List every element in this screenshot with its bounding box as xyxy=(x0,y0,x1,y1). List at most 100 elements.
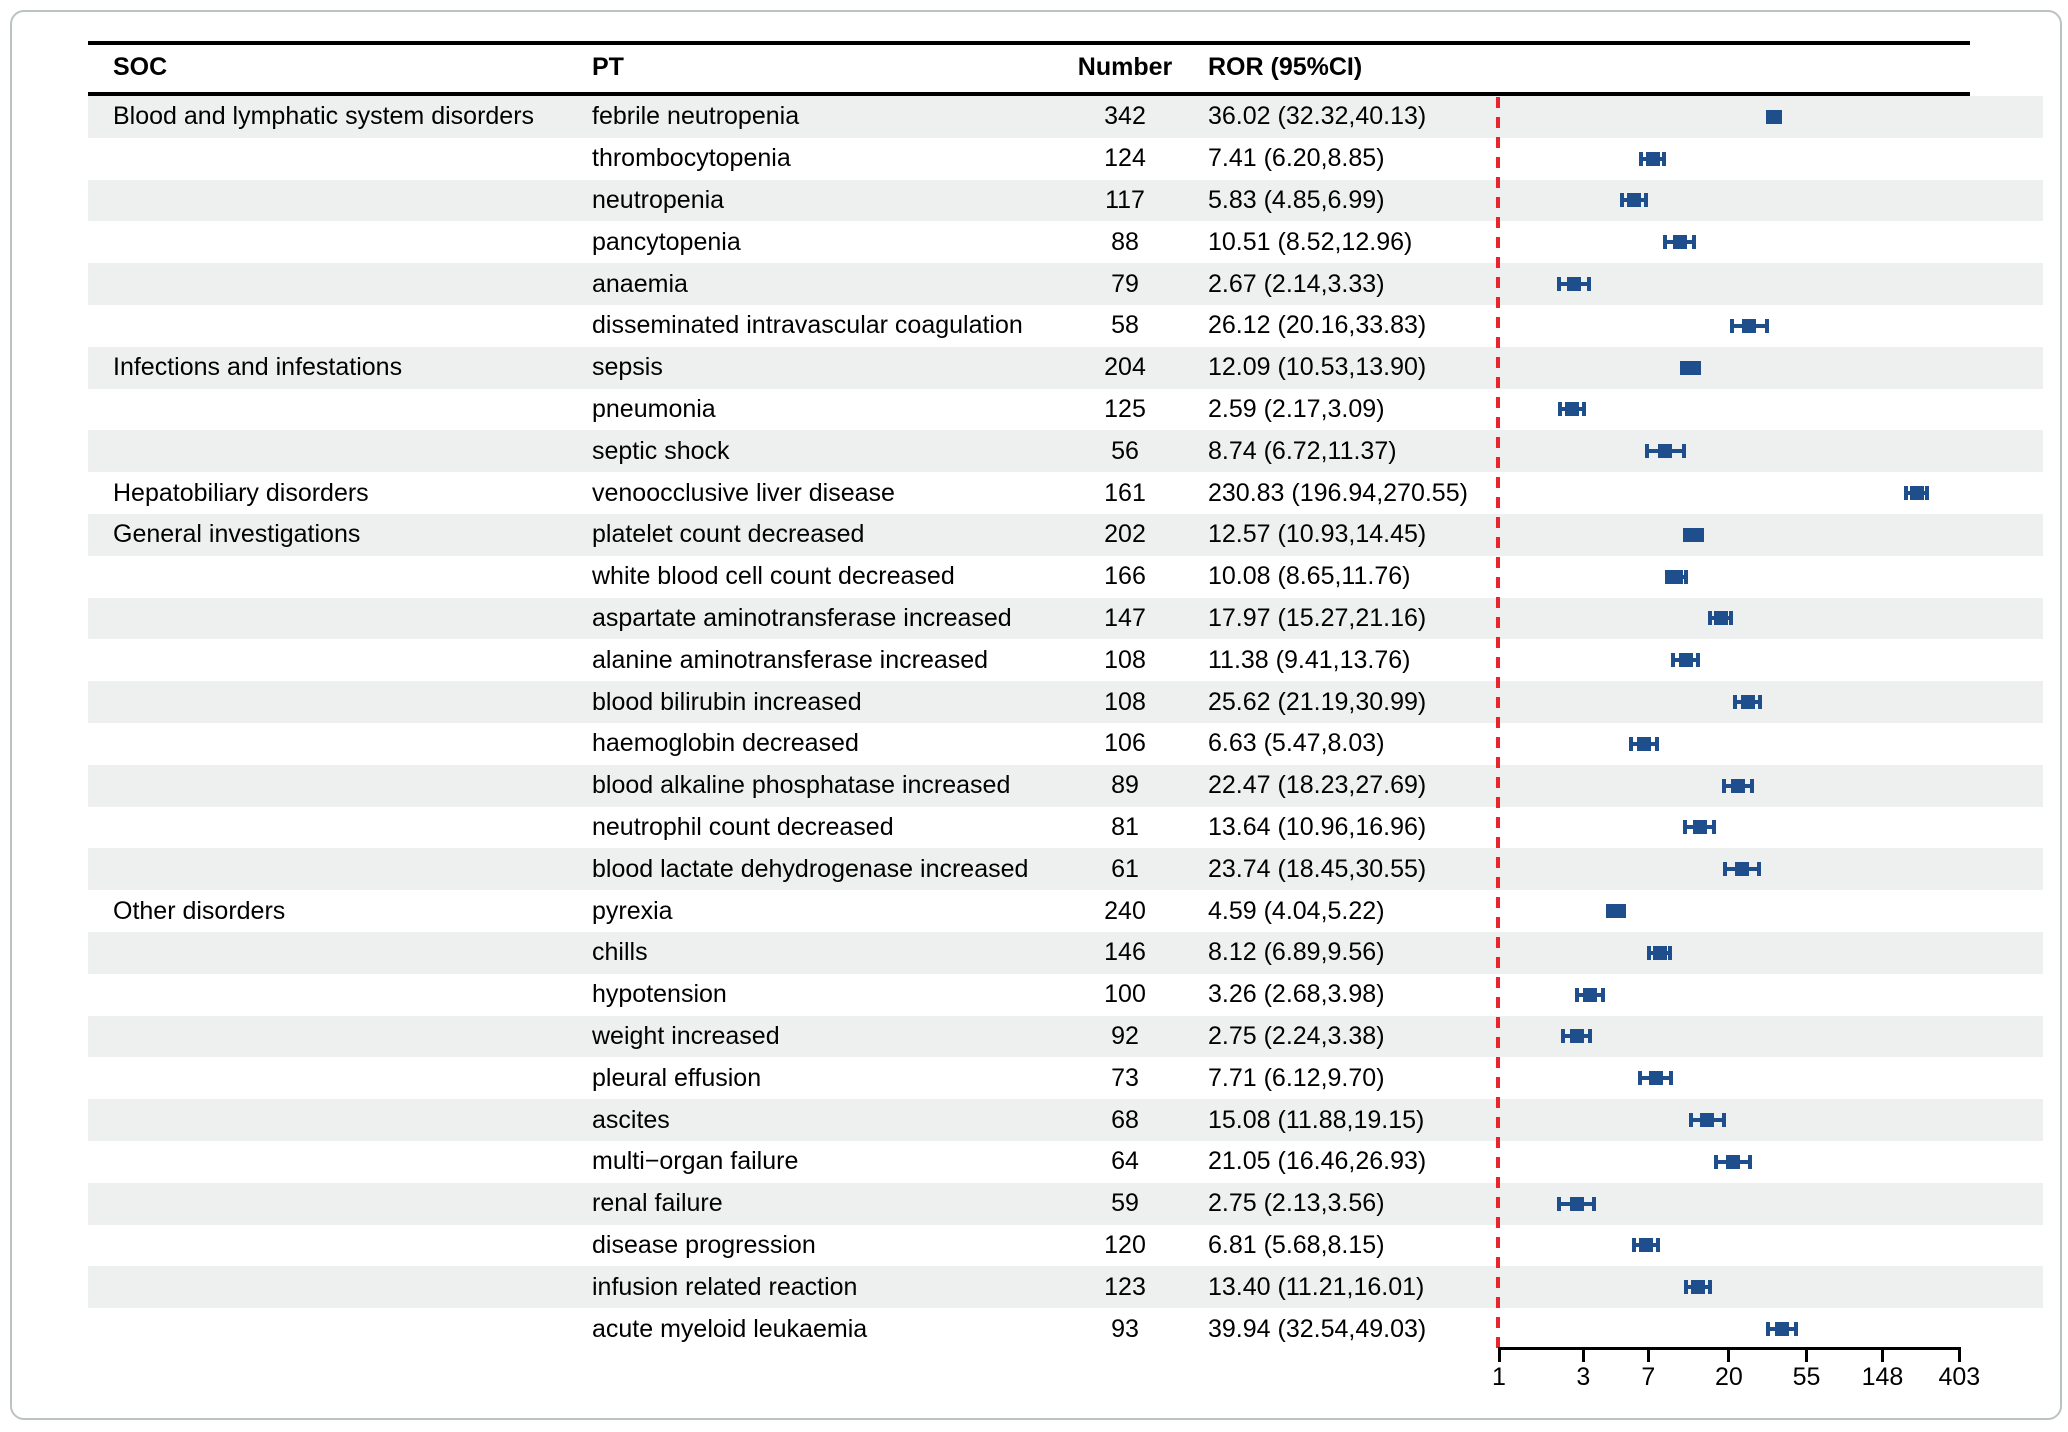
ci-marker xyxy=(1638,1071,1674,1086)
pt-cell: thrombocytopenia xyxy=(592,144,791,173)
ci-marker xyxy=(1684,1280,1712,1295)
ci-marker xyxy=(1904,486,1929,501)
point-estimate xyxy=(1691,1280,1706,1295)
point-estimate xyxy=(1686,527,1701,542)
ci-marker xyxy=(1729,318,1770,333)
pt-cell: blood lactate dehydrogenase increased xyxy=(592,854,1029,883)
ci-marker xyxy=(1679,360,1701,375)
soc-cell: Blood and lymphatic system disorders xyxy=(113,102,535,131)
ci-cap-lower xyxy=(1664,569,1669,584)
ci-cap-lower xyxy=(1557,277,1562,292)
pt-cell: chills xyxy=(592,938,648,967)
pt-cell: pneumonia xyxy=(592,394,716,423)
reference-line xyxy=(1496,97,1500,1348)
ci-cap-lower xyxy=(1721,778,1726,793)
ror-cell: 17.97 (15.27,21.16) xyxy=(1208,603,1427,632)
table-row: Other disorders pyrexia 240 4.59 (4.04,5.22… xyxy=(88,890,2043,932)
pt-cell: sepsis xyxy=(592,353,663,382)
table-row: anaemia 79 2.67 (2.14,3.33) xyxy=(88,263,2043,305)
ci-cap-lower xyxy=(1560,1029,1565,1044)
ror-cell: 7.41 (6.20,8.85) xyxy=(1208,144,1385,173)
point-estimate xyxy=(1713,611,1728,626)
number-cell: 202 xyxy=(1104,520,1146,549)
pt-cell: aspartate aminotransferase increased xyxy=(592,603,1012,632)
point-estimate xyxy=(1672,235,1687,250)
ci-cap-lower xyxy=(1645,444,1650,459)
number-cell: 161 xyxy=(1104,478,1146,507)
ci-marker xyxy=(1560,1029,1593,1044)
ci-cap-upper xyxy=(1691,235,1696,250)
point-estimate xyxy=(1767,109,1782,124)
ror-cell: 2.59 (2.17,3.09) xyxy=(1208,394,1385,423)
axis-tick-label: 403 xyxy=(1938,1363,1981,1391)
ci-marker xyxy=(1682,820,1717,835)
table-row: pancytopenia 88 10.51 (8.52,12.96) xyxy=(88,221,2043,263)
ci-cap-upper xyxy=(1655,1238,1660,1253)
table-row: septic shock 56 8.74 (6.72,11.37) xyxy=(88,430,2043,473)
pt-cell: febrile neutropenia xyxy=(592,102,800,131)
point-estimate xyxy=(1700,1113,1715,1128)
pt-cell: renal failure xyxy=(592,1189,723,1218)
table-row: Infections and infestations sepsis 204 12.0… xyxy=(88,346,2043,389)
ci-marker xyxy=(1557,1196,1597,1211)
ci-cap-upper xyxy=(1757,862,1762,877)
ror-cell: 26.12 (20.16,33.83) xyxy=(1208,311,1427,340)
number-cell: 58 xyxy=(1111,311,1139,340)
ror-cell: 39.94 (32.54,49.03) xyxy=(1208,1314,1427,1343)
table-row: General investigations platelet count dec… xyxy=(88,514,2043,556)
ci-cap-lower xyxy=(1557,1196,1562,1211)
pt-cell: septic shock xyxy=(592,436,730,465)
axis-tick-label: 20 xyxy=(1714,1363,1743,1391)
ci-marker xyxy=(1557,277,1592,292)
ci-cap-upper xyxy=(1588,1029,1593,1044)
ci-marker xyxy=(1639,151,1667,166)
point-estimate xyxy=(1725,1154,1740,1169)
pt-cell: venoocclusive liver disease xyxy=(592,478,895,507)
number-cell: 120 xyxy=(1104,1230,1146,1259)
point-estimate xyxy=(1648,1071,1663,1086)
point-estimate xyxy=(1692,820,1707,835)
ci-cap-upper xyxy=(1681,444,1686,459)
ci-cap-lower xyxy=(1733,695,1738,710)
point-estimate xyxy=(1652,945,1667,960)
ci-cap-lower xyxy=(1671,653,1676,668)
number-cell: 146 xyxy=(1104,938,1146,967)
ror-cell: 7.71 (6.12,9.70) xyxy=(1208,1063,1385,1092)
pt-cell: alanine aminotransferase increased xyxy=(592,645,989,674)
ci-cap-upper xyxy=(1758,695,1763,710)
point-estimate xyxy=(1569,1196,1584,1211)
point-estimate xyxy=(1740,695,1755,710)
pt-cell: pleural effusion xyxy=(592,1063,762,1092)
ci-marker xyxy=(1733,695,1763,710)
axis-tick xyxy=(1880,1347,1884,1362)
ci-marker xyxy=(1647,945,1673,960)
ci-marker xyxy=(1632,1238,1660,1253)
ci-cap-lower xyxy=(1682,527,1687,542)
pt-cell: blood alkaline phosphatase increased xyxy=(592,771,1011,800)
number-cell: 64 xyxy=(1111,1147,1139,1176)
pt-cell: multi−organ failure xyxy=(592,1147,799,1176)
table-row: neutrophil count decreased 81 13.64 (10.96… xyxy=(88,807,2043,849)
pt-cell: hypotension xyxy=(592,980,727,1009)
point-estimate xyxy=(1742,318,1757,333)
table-row: ascites 68 15.08 (11.88,19.15) xyxy=(88,1099,2043,1141)
point-estimate xyxy=(1608,904,1623,919)
ci-marker xyxy=(1682,527,1704,542)
number-cell: 56 xyxy=(1111,436,1139,465)
ror-cell: 21.05 (16.46,26.93) xyxy=(1208,1147,1427,1176)
ror-cell: 36.02 (32.32,40.13) xyxy=(1208,102,1427,131)
ci-cap-upper xyxy=(1684,569,1689,584)
table-row: blood bilirubin increased 108 25.62 (21.19… xyxy=(88,681,2043,723)
ci-cap-upper xyxy=(1644,193,1649,208)
ci-cap-lower xyxy=(1722,862,1727,877)
number-cell: 147 xyxy=(1104,603,1146,632)
ror-cell: 13.64 (10.96,16.96) xyxy=(1208,812,1427,841)
number-cell: 81 xyxy=(1111,812,1139,841)
ci-cap-upper xyxy=(1729,611,1734,626)
ci-marker xyxy=(1629,736,1659,751)
ci-marker xyxy=(1558,402,1586,417)
ci-cap-upper xyxy=(1747,1154,1752,1169)
table-row: aspartate aminotransferase increased 147 1… xyxy=(88,597,2043,640)
ci-cap-lower xyxy=(1663,235,1668,250)
pt-cell: anaemia xyxy=(592,269,688,298)
